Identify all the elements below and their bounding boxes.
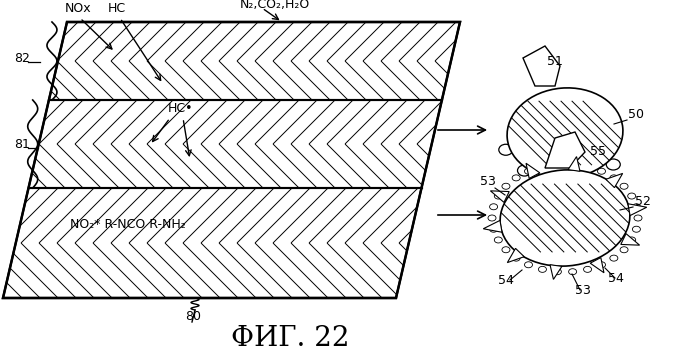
Ellipse shape: [554, 269, 561, 275]
Text: 55: 55: [590, 145, 606, 158]
Ellipse shape: [610, 255, 618, 261]
Text: 53: 53: [575, 284, 591, 297]
Polygon shape: [491, 191, 509, 202]
Text: HC•: HC•: [168, 102, 193, 115]
Ellipse shape: [568, 161, 577, 167]
Ellipse shape: [494, 237, 503, 243]
Polygon shape: [621, 234, 640, 245]
Polygon shape: [545, 132, 585, 168]
Text: 54: 54: [608, 272, 624, 285]
Ellipse shape: [598, 168, 606, 174]
Text: 82: 82: [14, 52, 30, 65]
Text: ФИГ. 22: ФИГ. 22: [231, 325, 349, 352]
Text: 54: 54: [498, 274, 514, 287]
Text: 52: 52: [635, 195, 651, 208]
Polygon shape: [508, 248, 524, 262]
Ellipse shape: [584, 164, 592, 170]
Polygon shape: [568, 157, 580, 171]
Ellipse shape: [512, 255, 520, 261]
Text: 53: 53: [480, 175, 496, 188]
Polygon shape: [483, 221, 502, 232]
Ellipse shape: [538, 266, 547, 272]
Ellipse shape: [620, 183, 628, 189]
Ellipse shape: [524, 168, 533, 174]
Ellipse shape: [620, 247, 628, 253]
Polygon shape: [526, 163, 540, 178]
Text: HC: HC: [108, 2, 126, 15]
Ellipse shape: [512, 175, 520, 181]
Ellipse shape: [488, 215, 496, 221]
Ellipse shape: [489, 226, 498, 232]
Ellipse shape: [494, 193, 503, 199]
Polygon shape: [523, 46, 560, 86]
Text: 81: 81: [14, 138, 30, 151]
Ellipse shape: [632, 226, 640, 232]
Ellipse shape: [517, 165, 531, 176]
Ellipse shape: [500, 170, 630, 266]
Ellipse shape: [610, 175, 618, 181]
Text: NOx: NOx: [65, 2, 92, 15]
Polygon shape: [3, 22, 460, 298]
Ellipse shape: [499, 144, 513, 155]
Text: 80: 80: [185, 310, 201, 323]
Ellipse shape: [502, 183, 510, 189]
Ellipse shape: [502, 247, 510, 253]
Ellipse shape: [634, 215, 642, 221]
Polygon shape: [606, 173, 623, 187]
Ellipse shape: [568, 269, 577, 275]
Ellipse shape: [547, 176, 561, 187]
Ellipse shape: [606, 159, 620, 170]
Ellipse shape: [632, 204, 640, 210]
Text: 50: 50: [628, 108, 644, 121]
Polygon shape: [590, 258, 604, 273]
Ellipse shape: [628, 237, 636, 243]
Text: 51: 51: [547, 55, 563, 68]
Polygon shape: [550, 265, 562, 280]
Ellipse shape: [554, 161, 561, 167]
Ellipse shape: [489, 204, 498, 210]
Polygon shape: [628, 204, 647, 215]
Ellipse shape: [507, 88, 623, 178]
Ellipse shape: [584, 266, 592, 272]
Text: NO₂* R-NCO R-NH₂: NO₂* R-NCO R-NH₂: [70, 218, 186, 231]
Ellipse shape: [580, 174, 594, 185]
Text: N₂,CO₂,H₂O: N₂,CO₂,H₂O: [240, 0, 310, 11]
Ellipse shape: [598, 262, 606, 268]
Ellipse shape: [524, 262, 533, 268]
Ellipse shape: [538, 164, 547, 170]
Ellipse shape: [628, 193, 636, 199]
